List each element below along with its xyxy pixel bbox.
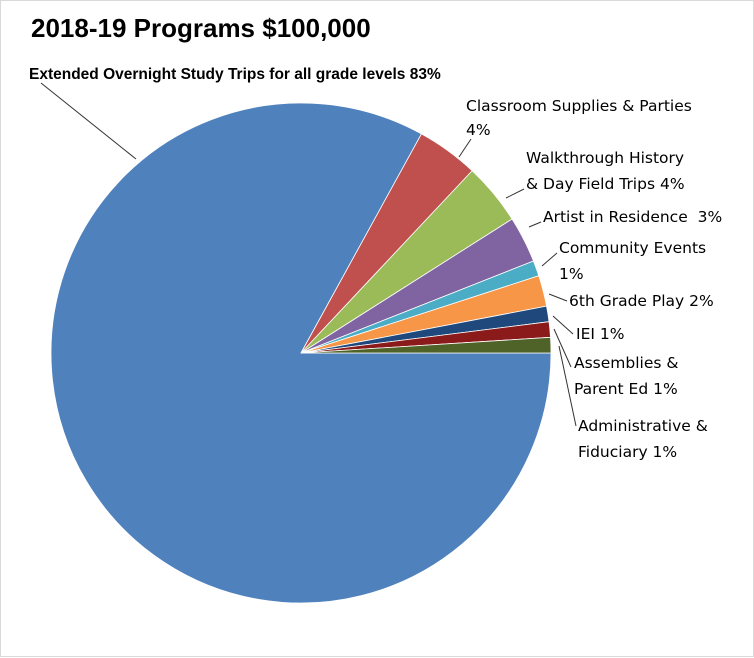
leader-line [458,138,472,158]
slice-label: Artist in Residence 3% [543,208,722,226]
slice-label: Walkthrough History [526,149,684,167]
slice-label: Classroom Supplies & Parties [466,97,692,115]
slice-label: Parent Ed 1% [574,380,678,398]
pie-slice [300,336,552,354]
slice-label: Extended Overnight Study Trips for all g… [29,66,441,83]
slice-label: Fiduciary 1% [578,443,677,461]
slice-label: Community Events [559,239,706,257]
slice-label: IEI 1% [576,325,624,343]
leader-line [552,315,574,335]
slice-label: 6th Grade Play 2% [569,292,714,310]
leader-line [541,252,558,267]
leader-line [40,82,137,160]
leader-line [505,188,525,199]
slice-label: 1% [559,265,584,283]
slice-label: 4% [466,121,491,139]
chart-title: 2018-19 Programs $100,000 [31,13,371,43]
slice-label: Assemblies & [574,354,678,372]
leader-line [528,221,542,228]
slice-label: & Day Field Trips 4% [526,175,685,193]
leader-line [558,345,577,427]
leader-line [553,328,572,368]
leader-line [548,293,568,302]
slice-label: Administrative & [578,417,708,435]
